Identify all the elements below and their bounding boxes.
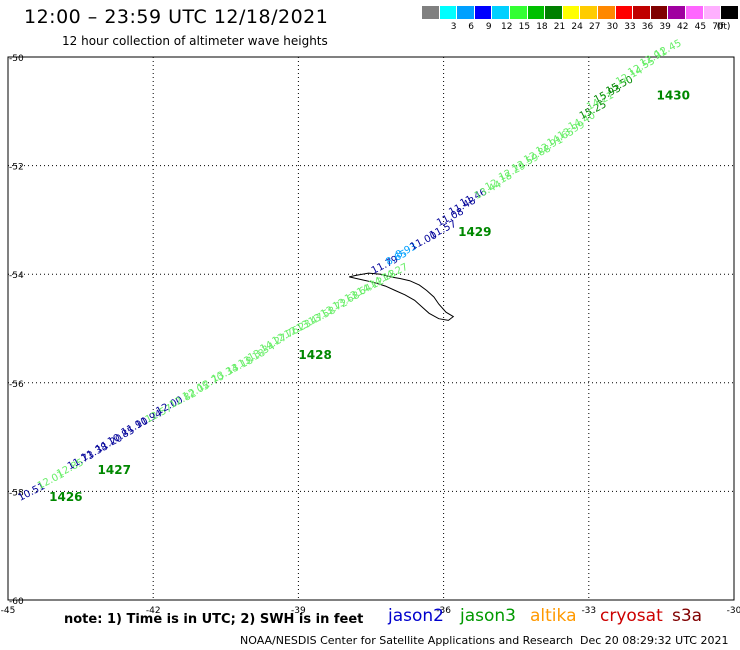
satellite-s3a: s3a <box>672 606 703 626</box>
y-tick-label: -50 <box>9 54 24 64</box>
y-tick-label: -60 <box>9 597 24 607</box>
y-tick-label: -56 <box>9 380 24 390</box>
scale-label: 30 <box>606 22 619 32</box>
scale-unit: (ft) <box>716 22 731 32</box>
scale-swatch <box>580 6 597 19</box>
scale-swatch <box>562 6 580 19</box>
scale-swatch <box>457 6 474 19</box>
scale-label: 42 <box>677 22 689 32</box>
scale-swatch <box>668 6 685 19</box>
pass-number-label: 1429 <box>458 225 491 239</box>
scale-swatch <box>615 6 633 19</box>
x-tick-label: -36 <box>436 606 451 616</box>
scale-swatch <box>422 6 439 19</box>
scale-label: 36 <box>641 22 654 32</box>
scale-swatch <box>686 6 703 19</box>
credit-text: NOAA/NESDIS Center for Satellite Applica… <box>240 634 574 647</box>
satellite-cryosat: cryosat <box>600 606 663 626</box>
scale-swatch <box>721 6 738 19</box>
x-tick-label: -45 <box>1 606 16 616</box>
scale-label: 18 <box>536 22 548 32</box>
pass-number-label: 1427 <box>98 463 131 477</box>
scale-swatch <box>598 6 615 19</box>
y-tick-label: -52 <box>9 163 24 173</box>
satellite-jason3: jason3 <box>460 606 516 626</box>
scale-swatch <box>492 6 509 19</box>
scale-swatch <box>633 6 650 19</box>
scale-label: 39 <box>659 22 671 32</box>
satellite-altika: altika <box>530 606 577 626</box>
chart-subtitle: 12 hour collection of altimeter wave hei… <box>62 34 328 48</box>
footer-note: note: 1) Time is in UTC; 2) SWH is in fe… <box>64 612 364 627</box>
scale-label: 6 <box>468 22 475 32</box>
satellite-jason2: jason2 <box>388 606 444 626</box>
x-tick-label: -30 <box>727 606 740 616</box>
scale-swatch <box>545 6 562 19</box>
scale-label: 12 <box>501 22 513 32</box>
scale-swatch <box>527 6 545 19</box>
chart-title: 12:00 – 23:59 UTC 12/18/2021 <box>24 6 329 28</box>
scale-swatch <box>703 6 721 19</box>
scale-label: 21 <box>553 22 566 32</box>
scale-label: 24 <box>571 22 583 32</box>
y-tick-label: -54 <box>9 271 24 281</box>
scale-label: 9 <box>485 22 492 32</box>
scale-swatch <box>439 6 457 19</box>
scale-label: 27 <box>589 22 601 32</box>
scale-label: 70 <box>712 22 724 32</box>
x-tick-label: -42 <box>146 606 161 616</box>
x-tick-label: -33 <box>581 606 596 616</box>
x-tick-label: -39 <box>291 606 306 616</box>
scale-swatch <box>474 6 492 19</box>
plot-frame <box>7 56 735 601</box>
pass-number-label: 1430 <box>657 88 690 102</box>
scale-swatch <box>650 6 668 19</box>
y-tick-label: -58 <box>9 488 24 498</box>
scale-label: 45 <box>694 22 707 32</box>
scale-label: 3 <box>450 22 457 32</box>
scale-label: 33 <box>624 22 636 32</box>
pass-number-label: 1426 <box>49 490 82 504</box>
pass-number-label: 1428 <box>298 348 331 362</box>
generated-timestamp: Dec 20 08:29:32 UTC 2021 <box>580 634 729 647</box>
coastline-south-georgia <box>349 272 455 321</box>
scale-swatch <box>510 6 527 19</box>
scale-label: 15 <box>518 22 531 32</box>
